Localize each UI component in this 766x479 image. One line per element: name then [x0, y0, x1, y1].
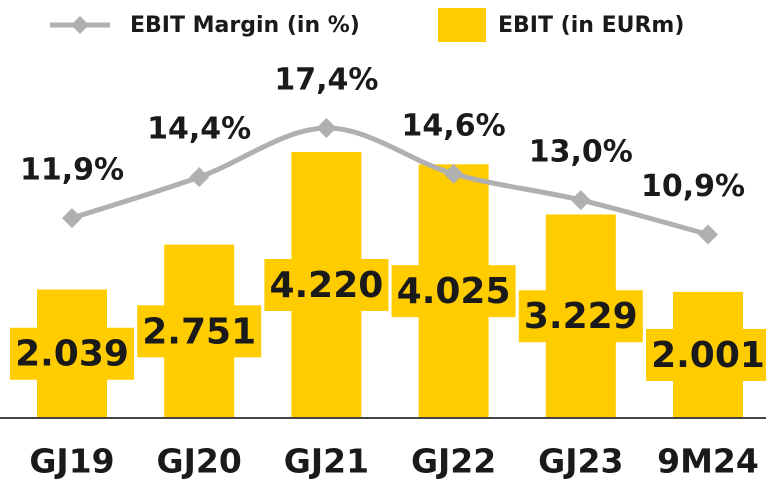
- legend-label: EBIT Margin (in %): [130, 13, 360, 38]
- x-tick-label: 9M24: [657, 442, 759, 479]
- line-marker: [189, 167, 210, 188]
- value-label-box: [137, 305, 262, 358]
- value-label-box: [646, 328, 766, 381]
- line-marker: [570, 190, 591, 211]
- line-value-label: 14,4%: [147, 112, 251, 147]
- bar-value-label: 4.025: [397, 271, 511, 312]
- line-value-label: 13,0%: [529, 135, 633, 170]
- line-marker: [62, 208, 82, 229]
- x-tick-label: GJ19: [29, 442, 114, 479]
- line-value-label: 10,9%: [641, 169, 745, 204]
- x-tick-label: GJ23: [538, 442, 623, 479]
- value-label-box: [518, 290, 643, 343]
- value-label-box: [391, 265, 516, 318]
- legend-label: EBIT (in EURm): [498, 13, 684, 38]
- line-marker: [316, 118, 337, 138]
- bar-value-label: 2.001: [651, 335, 765, 376]
- value-label-box: [10, 327, 134, 380]
- line-value-label: 14,6%: [402, 108, 506, 143]
- legend-swatch: [438, 8, 486, 42]
- legend-marker: [71, 16, 89, 34]
- line-value-label: 17,4%: [274, 63, 378, 98]
- line: [71, 125, 709, 237]
- x-tick-label: GJ21: [284, 442, 369, 479]
- bar-value-label: 2.751: [142, 311, 256, 352]
- bar-value-label: 3.229: [524, 296, 638, 337]
- bar-value-label: 4.220: [269, 265, 383, 306]
- x-tick-label: GJ22: [411, 442, 496, 479]
- value-label-box: [264, 259, 389, 311]
- x-tick-label: GJ20: [157, 442, 242, 479]
- bar-value-label: 2.039: [15, 334, 129, 375]
- line-marker: [443, 163, 464, 184]
- line-marker: [698, 224, 718, 245]
- line-value-label: 11,9%: [20, 153, 124, 188]
